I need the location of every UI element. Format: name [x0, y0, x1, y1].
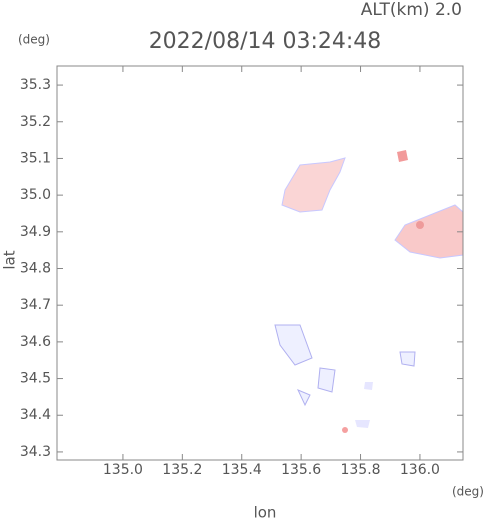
plot-frame [56, 65, 464, 461]
y-tick-label: 34.8 [20, 261, 51, 277]
x-axis-label: lon [254, 504, 277, 522]
echo [397, 150, 408, 162]
x-tick-label: 135.4 [222, 462, 262, 478]
echo [317, 367, 336, 393]
echo [416, 221, 424, 229]
echo [342, 427, 348, 433]
chart-title: 2022/08/14 03:24:48 [149, 29, 382, 54]
echo [399, 351, 416, 367]
altitude-label: ALT(km) 2.0 [361, 0, 462, 20]
x-tick-label: 135.2 [162, 462, 202, 478]
y-tick-label: 34.7 [20, 297, 51, 313]
x-tick-label: 135.8 [340, 462, 380, 478]
x-tick-label: 135.6 [281, 462, 321, 478]
echo [355, 420, 370, 428]
y-unit: (deg) [18, 33, 50, 47]
x-tick-label: 136.0 [400, 462, 440, 478]
echo [281, 157, 346, 213]
y-tick-label: 34.9 [20, 224, 51, 240]
y-tick-label: 35.1 [20, 150, 51, 166]
y-tick-label: 34.5 [20, 371, 51, 387]
y-tick-label: 34.3 [20, 444, 51, 460]
y-tick-label: 35.3 [20, 77, 51, 93]
y-tick-label: 35.0 [20, 187, 51, 203]
y-tick-label: 34.6 [20, 334, 51, 350]
echo [297, 389, 311, 407]
x-tick-label: 135.0 [103, 462, 143, 478]
echo [394, 204, 464, 259]
echo-area [274, 150, 464, 433]
y-axis-label: lat [1, 250, 19, 269]
echo [274, 324, 313, 366]
y-tick-label: 35.2 [20, 114, 51, 130]
y-tick-label: 34.4 [20, 407, 51, 423]
echo [364, 382, 373, 390]
x-unit: (deg) [452, 485, 484, 499]
